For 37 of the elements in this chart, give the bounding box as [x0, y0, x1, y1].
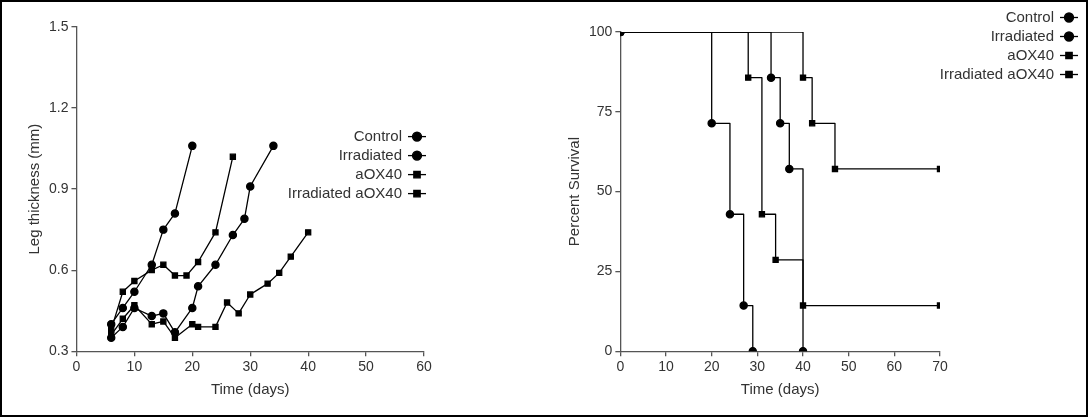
x-axis-title: Time (days) — [210, 380, 290, 398]
y-tick-label: 0.3 — [48, 342, 69, 359]
x-tick-label: 40 — [300, 358, 317, 375]
y-tick-label: 75 — [596, 102, 613, 119]
x-tick-label: 20 — [703, 358, 720, 375]
legend-label: Irradiated aOX40 — [939, 64, 1054, 82]
legend-label: Control — [353, 126, 402, 144]
x-tick-label: 10 — [126, 358, 143, 375]
x-tick-label: 0 — [72, 358, 81, 375]
x-tick-label: 60 — [416, 358, 432, 375]
y-tick-label: 100 — [589, 22, 613, 39]
x-tick-label: 50 — [358, 358, 375, 375]
legend-label: Control — [1005, 7, 1054, 25]
y-tick-label: 50 — [596, 182, 613, 199]
y-tick-label: 0.9 — [48, 179, 69, 196]
x-tick-label: 0 — [616, 358, 625, 375]
legend-label: aOX40 — [1007, 45, 1054, 63]
legend-label: aOX40 — [355, 164, 402, 182]
y-tick-label: 25 — [596, 262, 613, 279]
y-tick-label: 1.5 — [48, 17, 69, 34]
x-tick-label: 40 — [795, 358, 812, 375]
y-tick-label: 0 — [604, 342, 613, 359]
y-tick-label: 0.6 — [48, 261, 69, 278]
y-axis-title: Leg thickness (mm) — [25, 123, 43, 255]
y-tick-label: 1.2 — [48, 98, 69, 115]
x-tick-label: 30 — [749, 358, 766, 375]
y-axis-title: Percent Survival — [565, 136, 583, 247]
x-axis-title: Time (days) — [740, 380, 820, 398]
legend-label: Irradiated — [990, 26, 1054, 44]
x-tick-label: 60 — [886, 358, 903, 375]
x-tick-label: 10 — [658, 358, 675, 375]
x-tick-label: 70 — [932, 358, 948, 375]
x-tick-label: 50 — [840, 358, 857, 375]
legend-label: Irradiated — [338, 145, 402, 163]
x-tick-label: 20 — [184, 358, 201, 375]
legend-label: Irradiated aOX40 — [287, 183, 402, 201]
x-tick-label: 30 — [242, 358, 259, 375]
